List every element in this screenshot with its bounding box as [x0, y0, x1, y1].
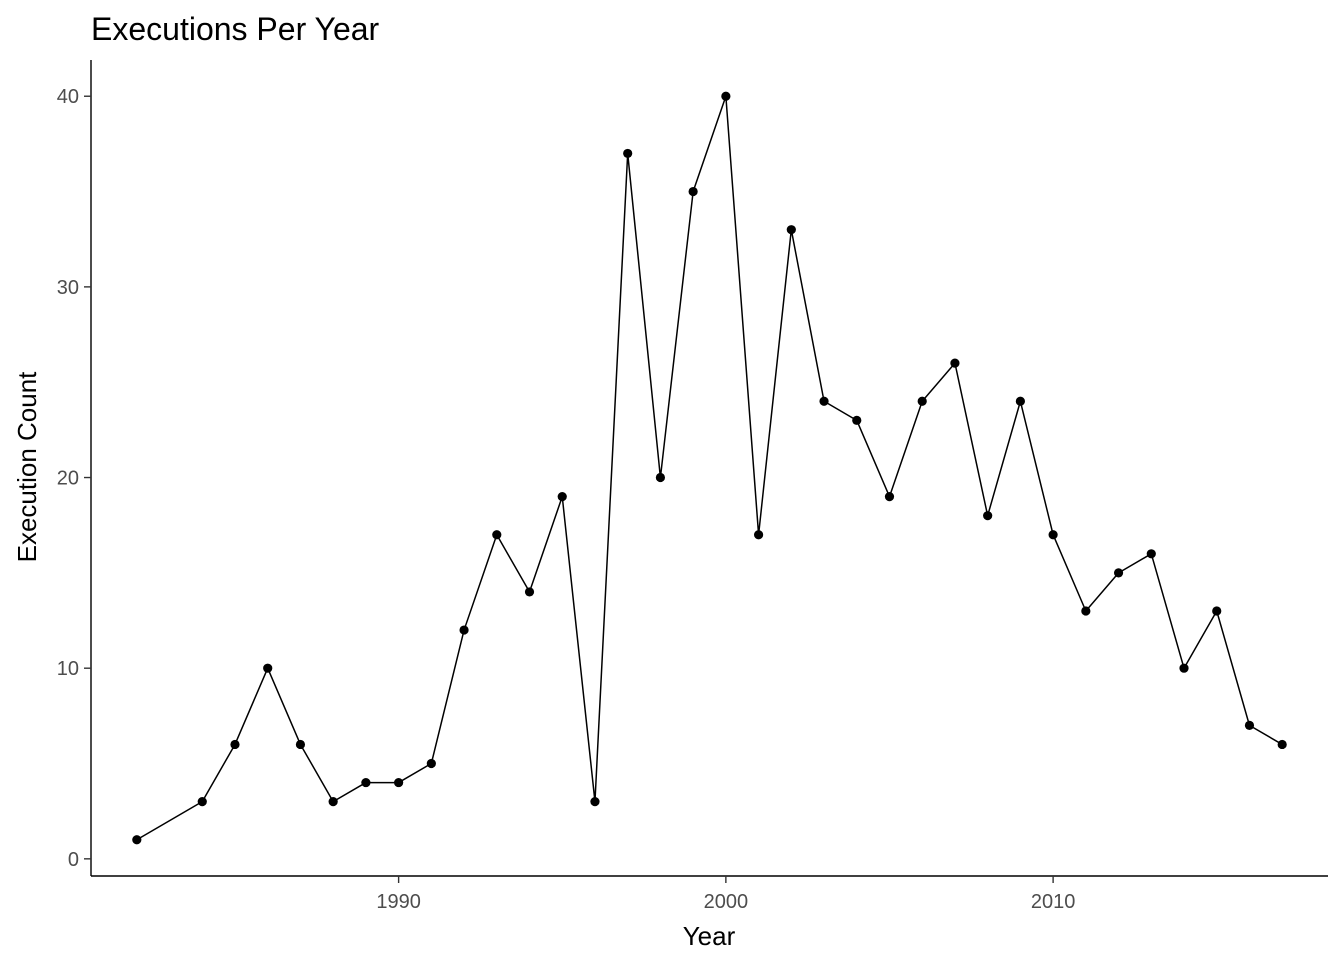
data-point-1995	[557, 491, 567, 502]
data-point-2017	[1277, 739, 1287, 750]
data-point-2012	[1113, 568, 1124, 578]
data-point-2013	[1146, 549, 1156, 559]
ticks-layer: 0 10 20 30 40 1990 2000 2010	[57, 86, 1076, 913]
data-point-2000	[721, 91, 731, 101]
data-point-2010	[1048, 530, 1058, 540]
x-tick-label-1990: 1990	[376, 891, 421, 913]
data-point-1991	[426, 758, 436, 769]
data-point-2003	[819, 396, 829, 406]
data-point-2011	[1081, 606, 1091, 616]
data-point-1993	[492, 530, 502, 540]
chart-title: Executions Per Year	[91, 11, 380, 47]
data-point-1988	[328, 797, 338, 807]
data-point-2002	[786, 225, 796, 235]
data-point-2005	[884, 491, 895, 502]
data-point-2014	[1179, 663, 1189, 673]
data-point-1987	[295, 739, 306, 750]
data-point-1999	[688, 186, 698, 197]
y-tick-label-30: 30	[57, 277, 79, 299]
data-point-1986	[263, 663, 273, 673]
data-point-2001	[753, 530, 764, 540]
data-point-1984	[197, 797, 207, 807]
data-point-1994	[524, 587, 535, 597]
data-point-2007	[950, 358, 960, 368]
data-point-1998	[655, 472, 666, 483]
data-point-1990	[394, 777, 404, 788]
data-point-2008	[983, 511, 993, 521]
x-tick-label-2010: 2010	[1031, 891, 1076, 913]
data-point-2006	[917, 396, 927, 406]
data-point-2016	[1244, 720, 1255, 730]
data-point-1989	[361, 777, 371, 788]
data-point-2015	[1212, 606, 1222, 616]
x-tick-label-2000: 2000	[704, 891, 749, 913]
data-point-1985	[230, 739, 240, 750]
data-point-1996	[590, 797, 600, 807]
data-point-2009	[1015, 396, 1025, 406]
y-tick-label-0: 0	[68, 849, 79, 871]
data-point-1997	[623, 148, 633, 159]
data-point-1992	[459, 625, 469, 635]
y-tick-label-10: 10	[57, 658, 79, 680]
series-line-0	[136, 95, 1283, 841]
data-point-2004	[852, 415, 862, 425]
y-tick-label-20: 20	[57, 468, 79, 490]
y-axis-title: Execution Count	[12, 371, 42, 563]
series-layer	[132, 91, 1287, 845]
y-tick-label-40: 40	[57, 86, 79, 108]
data-point-1982	[132, 835, 142, 845]
x-axis-title: Year	[683, 921, 736, 951]
